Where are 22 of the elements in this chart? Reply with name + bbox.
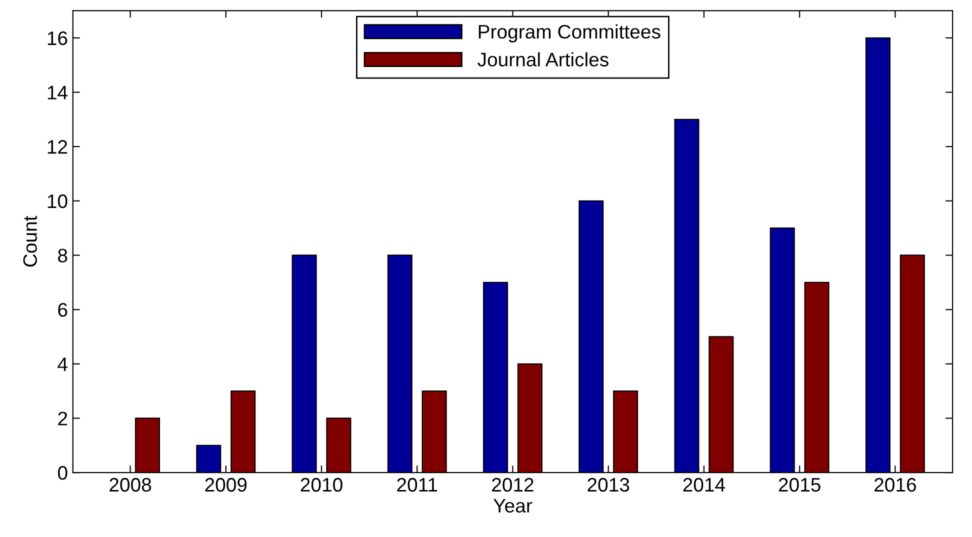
y-tick-label: 8 bbox=[58, 248, 68, 262]
y-tick-label: 10 bbox=[48, 194, 68, 208]
x-tick-label: 2016 bbox=[874, 478, 916, 492]
y-axis-title: Count bbox=[23, 216, 38, 267]
x-tick-label: 2011 bbox=[397, 478, 438, 492]
x-tick-label: 2012 bbox=[492, 478, 534, 492]
y-tick-label: 6 bbox=[58, 303, 68, 317]
y-tick-label: 2 bbox=[58, 412, 68, 426]
y-tick-label: 14 bbox=[48, 86, 68, 100]
legend-label: Program Committees bbox=[478, 24, 660, 42]
x-axis-title: Year bbox=[494, 499, 532, 513]
legend-label: Journal Articles bbox=[478, 52, 608, 66]
x-tick-label: 2009 bbox=[205, 478, 247, 492]
y-tick-label: 16 bbox=[48, 31, 68, 46]
y-tick-label: 0 bbox=[58, 466, 68, 480]
y-tick-label: 12 bbox=[48, 140, 68, 154]
x-tick-label: 2014 bbox=[683, 478, 726, 492]
x-tick-label: 2008 bbox=[110, 478, 152, 492]
x-tick-label: 2013 bbox=[588, 478, 630, 492]
x-tick-label: 2010 bbox=[300, 478, 342, 492]
x-tick-label: 2015 bbox=[778, 478, 820, 492]
y-tick-label: 4 bbox=[58, 358, 68, 371]
